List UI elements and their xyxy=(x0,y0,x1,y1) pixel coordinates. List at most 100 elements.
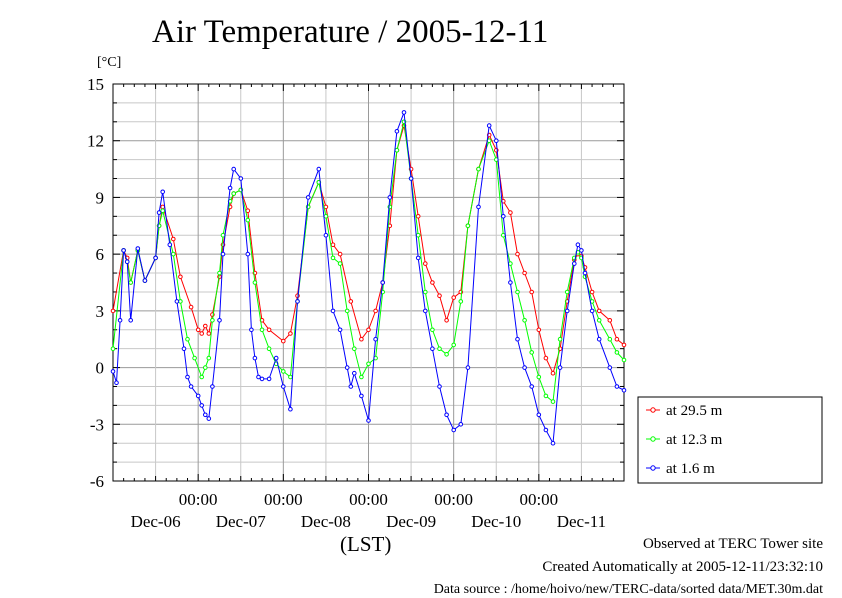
data-point xyxy=(550,440,556,446)
data-point xyxy=(160,204,165,210)
data-point xyxy=(437,384,442,389)
data-point xyxy=(128,318,133,323)
data-point xyxy=(344,365,350,370)
site-note: Observed at TERC Tower site xyxy=(642,536,823,552)
data-point xyxy=(423,308,428,314)
date-label: Dec-06 xyxy=(131,512,181,531)
data-point xyxy=(437,293,442,299)
data-point xyxy=(508,261,513,266)
data-point xyxy=(199,331,204,336)
data-point xyxy=(589,308,595,314)
data-point xyxy=(557,336,563,342)
data-point xyxy=(621,342,627,348)
data-point xyxy=(281,338,286,344)
data-point xyxy=(217,270,222,276)
data-point xyxy=(185,336,190,342)
data-point xyxy=(171,251,176,257)
data-point xyxy=(288,374,293,380)
data-point xyxy=(206,416,212,421)
data-point xyxy=(156,210,162,215)
date-label: Dec-09 xyxy=(386,512,436,531)
data-point xyxy=(256,374,261,380)
data-point xyxy=(288,331,293,336)
data-point xyxy=(344,308,350,314)
data-point xyxy=(206,355,212,361)
data-point xyxy=(564,308,570,314)
data-point xyxy=(550,370,556,376)
data-point xyxy=(444,412,449,418)
data-point xyxy=(181,346,187,352)
data-point xyxy=(621,388,627,393)
data-point xyxy=(508,210,513,215)
data-point xyxy=(121,248,126,253)
data-point xyxy=(536,327,542,333)
data-point xyxy=(415,214,421,219)
legend-marker xyxy=(650,407,656,413)
data-point xyxy=(522,318,527,323)
data-point xyxy=(607,318,613,323)
data-point xyxy=(557,365,563,370)
data-point xyxy=(203,412,208,418)
data-point xyxy=(486,138,492,143)
legend: at 29.5 m at 12.3 m at 1.6 m xyxy=(637,396,823,484)
data-point xyxy=(508,280,513,285)
data-point xyxy=(337,251,343,257)
data-point xyxy=(110,346,116,352)
data-point xyxy=(366,361,371,367)
y-tick-label: 9 xyxy=(96,188,105,207)
data-point xyxy=(192,355,197,361)
data-point xyxy=(114,380,119,386)
data-point xyxy=(614,384,620,389)
data-point xyxy=(259,376,265,382)
data-point xyxy=(543,355,549,361)
data-point xyxy=(160,208,165,213)
data-point xyxy=(614,350,620,355)
data-point xyxy=(231,191,236,196)
data-point xyxy=(415,255,421,261)
data-point xyxy=(394,147,400,153)
data-point xyxy=(543,427,549,433)
data-point xyxy=(185,374,190,380)
data-point xyxy=(596,336,602,342)
data-point xyxy=(323,214,329,219)
data-point xyxy=(330,242,336,247)
data-point xyxy=(458,299,464,304)
data-point xyxy=(167,242,173,247)
data-point xyxy=(359,336,364,342)
data-point xyxy=(259,327,265,333)
legend-marker xyxy=(650,436,656,442)
data-point xyxy=(401,110,407,115)
legend-box xyxy=(637,396,823,484)
data-point xyxy=(394,129,400,134)
data-point xyxy=(522,365,527,370)
data-point xyxy=(572,261,577,266)
data-point xyxy=(245,251,251,257)
data-point xyxy=(380,280,386,285)
data-point xyxy=(465,223,471,229)
data-point xyxy=(217,318,222,323)
data-point xyxy=(305,195,311,200)
data-point xyxy=(252,355,258,361)
data-point xyxy=(266,376,272,382)
data-point xyxy=(210,384,215,389)
data-point xyxy=(337,327,343,333)
data-point xyxy=(476,204,481,210)
data-point xyxy=(430,346,435,352)
data-point xyxy=(330,308,336,314)
data-point xyxy=(465,365,471,370)
data-point xyxy=(387,195,393,200)
data-point xyxy=(316,166,322,172)
data-point xyxy=(515,336,520,342)
data-point xyxy=(359,374,364,380)
data-point xyxy=(408,176,414,181)
data-point xyxy=(348,299,354,304)
data-point xyxy=(330,255,336,261)
data-point xyxy=(199,403,204,408)
series-lines xyxy=(110,110,627,446)
data-point xyxy=(220,251,226,257)
data-point xyxy=(281,384,286,389)
data-point xyxy=(614,336,620,342)
data-point xyxy=(245,208,251,213)
data-point xyxy=(579,248,584,253)
data-point xyxy=(589,289,595,295)
